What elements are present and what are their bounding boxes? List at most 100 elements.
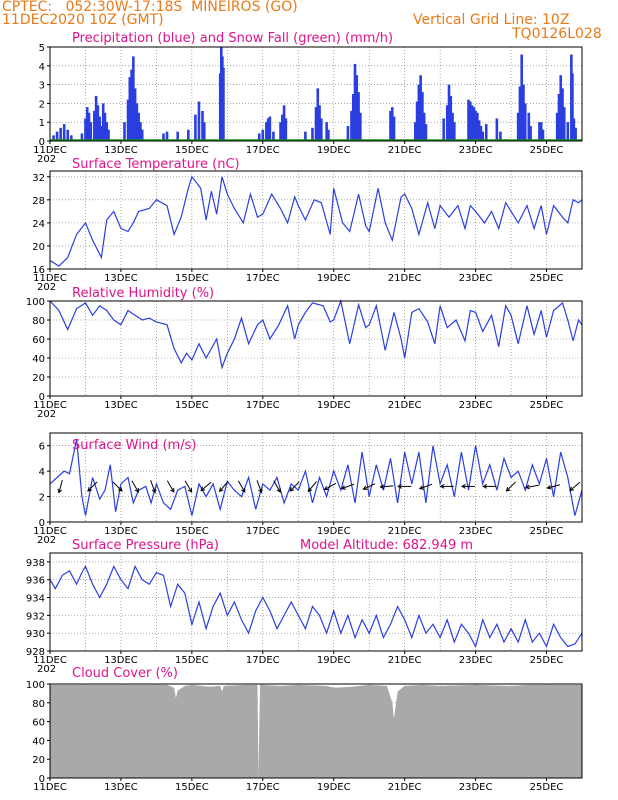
precip-bar bbox=[318, 105, 321, 141]
wind-arrow-head bbox=[569, 486, 574, 492]
rh-xtick-label: 11DEC bbox=[33, 400, 67, 411]
rh-xtick-label: 19DEC bbox=[317, 400, 351, 411]
cloud-title: Cloud Cover (%) bbox=[72, 666, 178, 681]
wind-xtick-label: 25DEC bbox=[530, 526, 564, 537]
cloud-ytick-label: 20 bbox=[32, 755, 45, 766]
precip-ytick-label: 2 bbox=[39, 99, 45, 110]
pressure-panel bbox=[47, 552, 583, 654]
precip-bar bbox=[474, 110, 477, 141]
precip-frame bbox=[49, 46, 583, 142]
precip-xtick-label: 13DEC bbox=[104, 145, 138, 156]
precip-bar bbox=[103, 112, 107, 141]
precip-bar bbox=[304, 131, 307, 141]
precip-bar bbox=[279, 122, 282, 141]
precip-bar bbox=[522, 84, 525, 141]
rh-xtick-label: 15DEC bbox=[175, 400, 209, 411]
precip-bar bbox=[468, 101, 472, 141]
precip-bar bbox=[445, 105, 449, 141]
wind-arrow-head bbox=[276, 488, 281, 493]
wind-arrow-head bbox=[418, 485, 424, 490]
precip-bar bbox=[538, 122, 541, 141]
precip-bar bbox=[311, 127, 314, 141]
cloud-xtick-label: 17DEC bbox=[246, 782, 280, 793]
wind-arrow bbox=[569, 481, 581, 491]
wind-ytick-label: 4 bbox=[39, 467, 45, 478]
temp-xtick-label: 21DEC bbox=[388, 273, 422, 284]
precip-xtick-label: 21DEC bbox=[388, 145, 422, 156]
precip-bar bbox=[257, 133, 261, 141]
precip-bar bbox=[557, 94, 561, 141]
precip-bar bbox=[392, 116, 396, 141]
precip-bar bbox=[85, 107, 89, 141]
wind-arrow bbox=[200, 481, 212, 491]
precip-bar bbox=[495, 118, 499, 141]
precip-bar bbox=[55, 131, 59, 141]
temp-title: Surface Temperature (nC) bbox=[72, 157, 240, 172]
precip-bar bbox=[516, 112, 520, 141]
wind-arrow-head bbox=[200, 486, 206, 492]
precip-bar bbox=[424, 124, 428, 141]
precip-bar bbox=[96, 105, 100, 141]
wind-arrow bbox=[184, 480, 193, 493]
rh-xtick-label: 25DEC bbox=[530, 400, 564, 411]
rh-xtick-label: 17DEC bbox=[246, 400, 280, 411]
precip-bar bbox=[527, 112, 531, 141]
cloud-xtick-label: 15DEC bbox=[175, 782, 209, 793]
pressure-ytick-label: 938 bbox=[26, 558, 45, 569]
wind-arrow-head bbox=[482, 484, 488, 489]
temp-year-fragment: 202 bbox=[37, 282, 56, 293]
precip-bar bbox=[201, 110, 204, 141]
precip-bar bbox=[268, 116, 272, 141]
precip-bar bbox=[135, 103, 139, 141]
temp-xtick-label: 15DEC bbox=[175, 273, 209, 284]
pressure-ytick-label: 930 bbox=[26, 629, 45, 640]
precip-xtick-label: 19DEC bbox=[317, 145, 351, 156]
temp-xtick-label: 19DEC bbox=[317, 273, 351, 284]
precip-bar bbox=[165, 131, 169, 141]
wind-arrow-head bbox=[57, 488, 63, 494]
wind-xtick-label: 17DEC bbox=[246, 526, 280, 537]
precip-bar bbox=[359, 112, 362, 141]
precip-bar bbox=[566, 122, 570, 141]
precip-bar bbox=[94, 95, 98, 141]
precip-bar bbox=[539, 122, 543, 141]
wind-arrow-head bbox=[524, 484, 530, 490]
wind-year-fragment: 202 bbox=[37, 535, 56, 546]
pressure-xtick-label: 23DEC bbox=[459, 655, 493, 666]
precip-bar bbox=[555, 112, 559, 141]
precip-xtick-label: 25DEC bbox=[530, 145, 564, 156]
pressure-ytick-label: 936 bbox=[26, 576, 45, 587]
precip-bar bbox=[123, 122, 126, 141]
wind-xtick-label: 19DEC bbox=[317, 526, 351, 537]
pressure-ytick-label: 934 bbox=[26, 594, 45, 605]
precip-bar bbox=[59, 127, 62, 141]
precip-bar bbox=[415, 101, 419, 141]
precip-bar bbox=[417, 84, 421, 141]
precip-bar bbox=[107, 129, 110, 141]
wind-xtick-label: 11DEC bbox=[33, 526, 67, 537]
wind-arrow-head bbox=[218, 487, 224, 493]
precip-bar bbox=[467, 99, 470, 141]
wind-arrow-head bbox=[170, 488, 175, 493]
precip-bar bbox=[265, 122, 268, 141]
temp-series-line bbox=[49, 175, 583, 267]
wind-xtick-label: 13DEC bbox=[104, 526, 138, 537]
pressure-xtick-label: 11DEC bbox=[33, 655, 67, 666]
precip-bar bbox=[100, 125, 103, 141]
wind-arrow-head bbox=[187, 488, 193, 493]
wind-arrow bbox=[166, 480, 175, 493]
precip-bar bbox=[162, 133, 165, 141]
cloud-panel bbox=[47, 683, 583, 781]
precip-ytick-label: 1 bbox=[39, 118, 45, 129]
rh-series-line bbox=[49, 298, 583, 370]
wind-xtick-label: 23DEC bbox=[459, 526, 493, 537]
pressure-ytick-label: 928 bbox=[26, 647, 45, 658]
temp-ytick-label: 24 bbox=[32, 219, 45, 230]
precip-bar bbox=[477, 120, 481, 141]
precip-bar bbox=[320, 118, 323, 141]
precip-bar bbox=[350, 110, 353, 141]
cloud-ytick-label: 40 bbox=[32, 736, 45, 747]
cloud-xtick-label: 11DEC bbox=[33, 782, 67, 793]
precip-bar bbox=[281, 114, 284, 141]
wind-arrow-head bbox=[134, 488, 139, 493]
